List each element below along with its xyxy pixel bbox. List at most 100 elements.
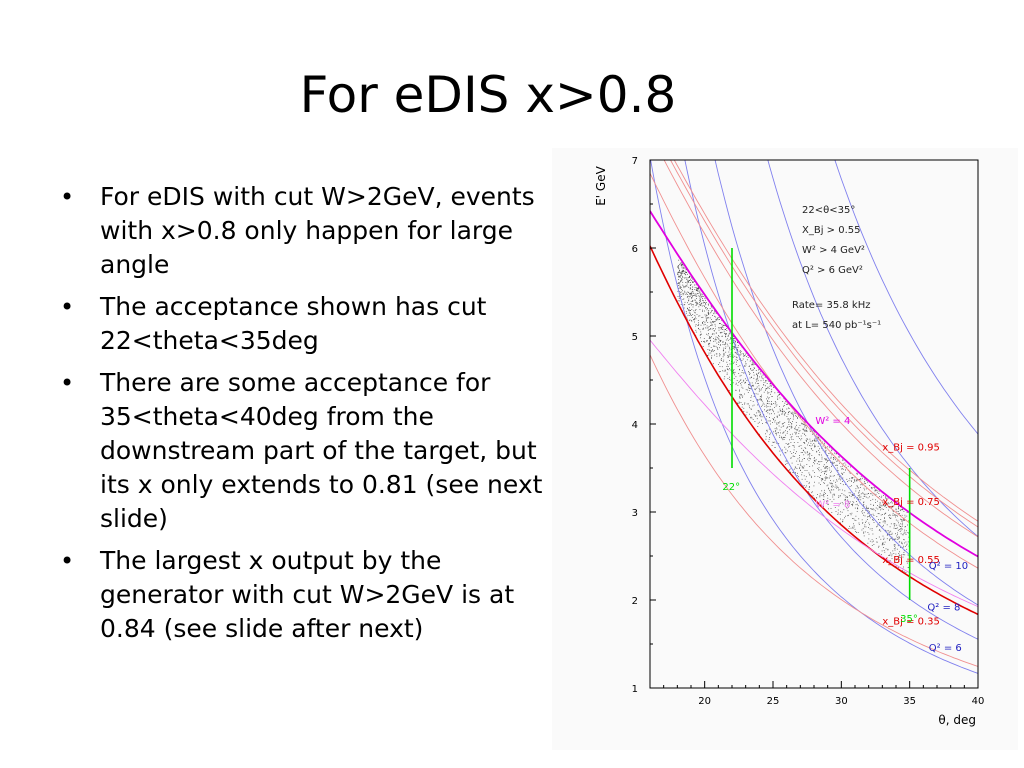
event-point	[724, 344, 726, 346]
event-point	[703, 296, 705, 297]
x-axis-label: θ, deg	[938, 713, 976, 727]
event-point	[844, 517, 845, 519]
event-point	[857, 507, 858, 509]
event-point	[754, 393, 755, 395]
event-point	[750, 409, 752, 410]
event-point	[734, 351, 736, 353]
event-point	[896, 511, 898, 512]
event-point	[800, 445, 802, 446]
event-point	[875, 493, 877, 495]
event-point	[718, 341, 719, 343]
event-point	[792, 418, 794, 420]
event-point	[689, 307, 690, 309]
event-point	[719, 371, 721, 372]
event-point	[835, 464, 837, 466]
event-point	[851, 512, 853, 514]
event-point	[803, 475, 805, 477]
event-point	[791, 453, 793, 454]
event-point	[800, 435, 802, 437]
event-point	[767, 387, 769, 388]
event-point	[699, 290, 701, 292]
event-point	[717, 337, 719, 338]
event-point	[855, 520, 857, 521]
event-point	[882, 514, 883, 515]
event-point	[755, 388, 757, 389]
event-point	[723, 353, 725, 355]
event-point	[781, 413, 783, 415]
event-point	[831, 486, 832, 487]
event-point	[814, 445, 815, 447]
event-point	[743, 411, 745, 412]
event-point	[783, 431, 785, 433]
event-point	[705, 299, 706, 301]
event-point	[810, 458, 811, 460]
event-point	[812, 433, 814, 435]
event-point	[724, 343, 726, 345]
event-point	[902, 522, 903, 524]
event-point	[735, 343, 737, 345]
event-point	[684, 286, 686, 287]
event-point	[690, 293, 691, 294]
event-point	[752, 362, 754, 364]
event-point	[852, 504, 854, 506]
event-point	[895, 514, 896, 516]
event-point	[795, 426, 796, 428]
event-point	[889, 540, 890, 541]
event-point	[865, 508, 867, 509]
event-point	[749, 407, 750, 409]
event-point	[834, 486, 836, 488]
event-point	[795, 433, 797, 435]
event-point	[699, 291, 701, 293]
event-point	[752, 360, 753, 362]
event-point	[715, 336, 717, 338]
event-point	[705, 304, 707, 306]
event-point	[680, 291, 682, 293]
event-point	[881, 508, 883, 510]
cuts-info-line: Q² > 6 GeV²	[802, 265, 863, 276]
y-tick-label: 3	[632, 508, 638, 519]
event-point	[724, 376, 726, 378]
event-point	[860, 499, 862, 501]
event-point	[797, 472, 798, 474]
event-point	[836, 487, 837, 489]
event-point	[803, 424, 804, 425]
event-point	[753, 363, 755, 365]
event-point	[863, 535, 865, 537]
event-point	[714, 323, 716, 325]
event-point	[686, 294, 688, 295]
event-point	[907, 541, 909, 543]
event-point	[799, 438, 800, 439]
event-point	[842, 474, 843, 475]
event-point	[769, 410, 771, 411]
event-point	[723, 347, 725, 349]
event-point	[804, 447, 806, 448]
event-point	[732, 382, 734, 384]
event-point	[706, 340, 707, 342]
event-point	[801, 474, 803, 476]
event-point	[873, 504, 874, 506]
event-point	[719, 340, 721, 342]
event-point	[790, 412, 792, 414]
event-point	[869, 524, 870, 526]
event-point	[790, 427, 792, 429]
event-point	[738, 402, 740, 404]
event-point	[851, 504, 852, 505]
event-point	[740, 351, 742, 352]
event-point	[688, 311, 690, 313]
event-point	[830, 462, 831, 463]
event-point	[847, 510, 849, 512]
event-point	[712, 315, 713, 316]
event-point	[700, 295, 702, 296]
event-point	[697, 288, 698, 289]
event-point	[885, 548, 887, 550]
event-point	[691, 309, 693, 310]
event-point	[852, 527, 854, 529]
event-point	[865, 505, 867, 507]
event-point	[828, 488, 830, 490]
event-point	[893, 548, 895, 550]
event-point	[725, 329, 726, 330]
event-point	[696, 288, 698, 290]
event-point	[789, 429, 790, 431]
event-point	[758, 383, 759, 384]
event-point	[878, 490, 880, 492]
